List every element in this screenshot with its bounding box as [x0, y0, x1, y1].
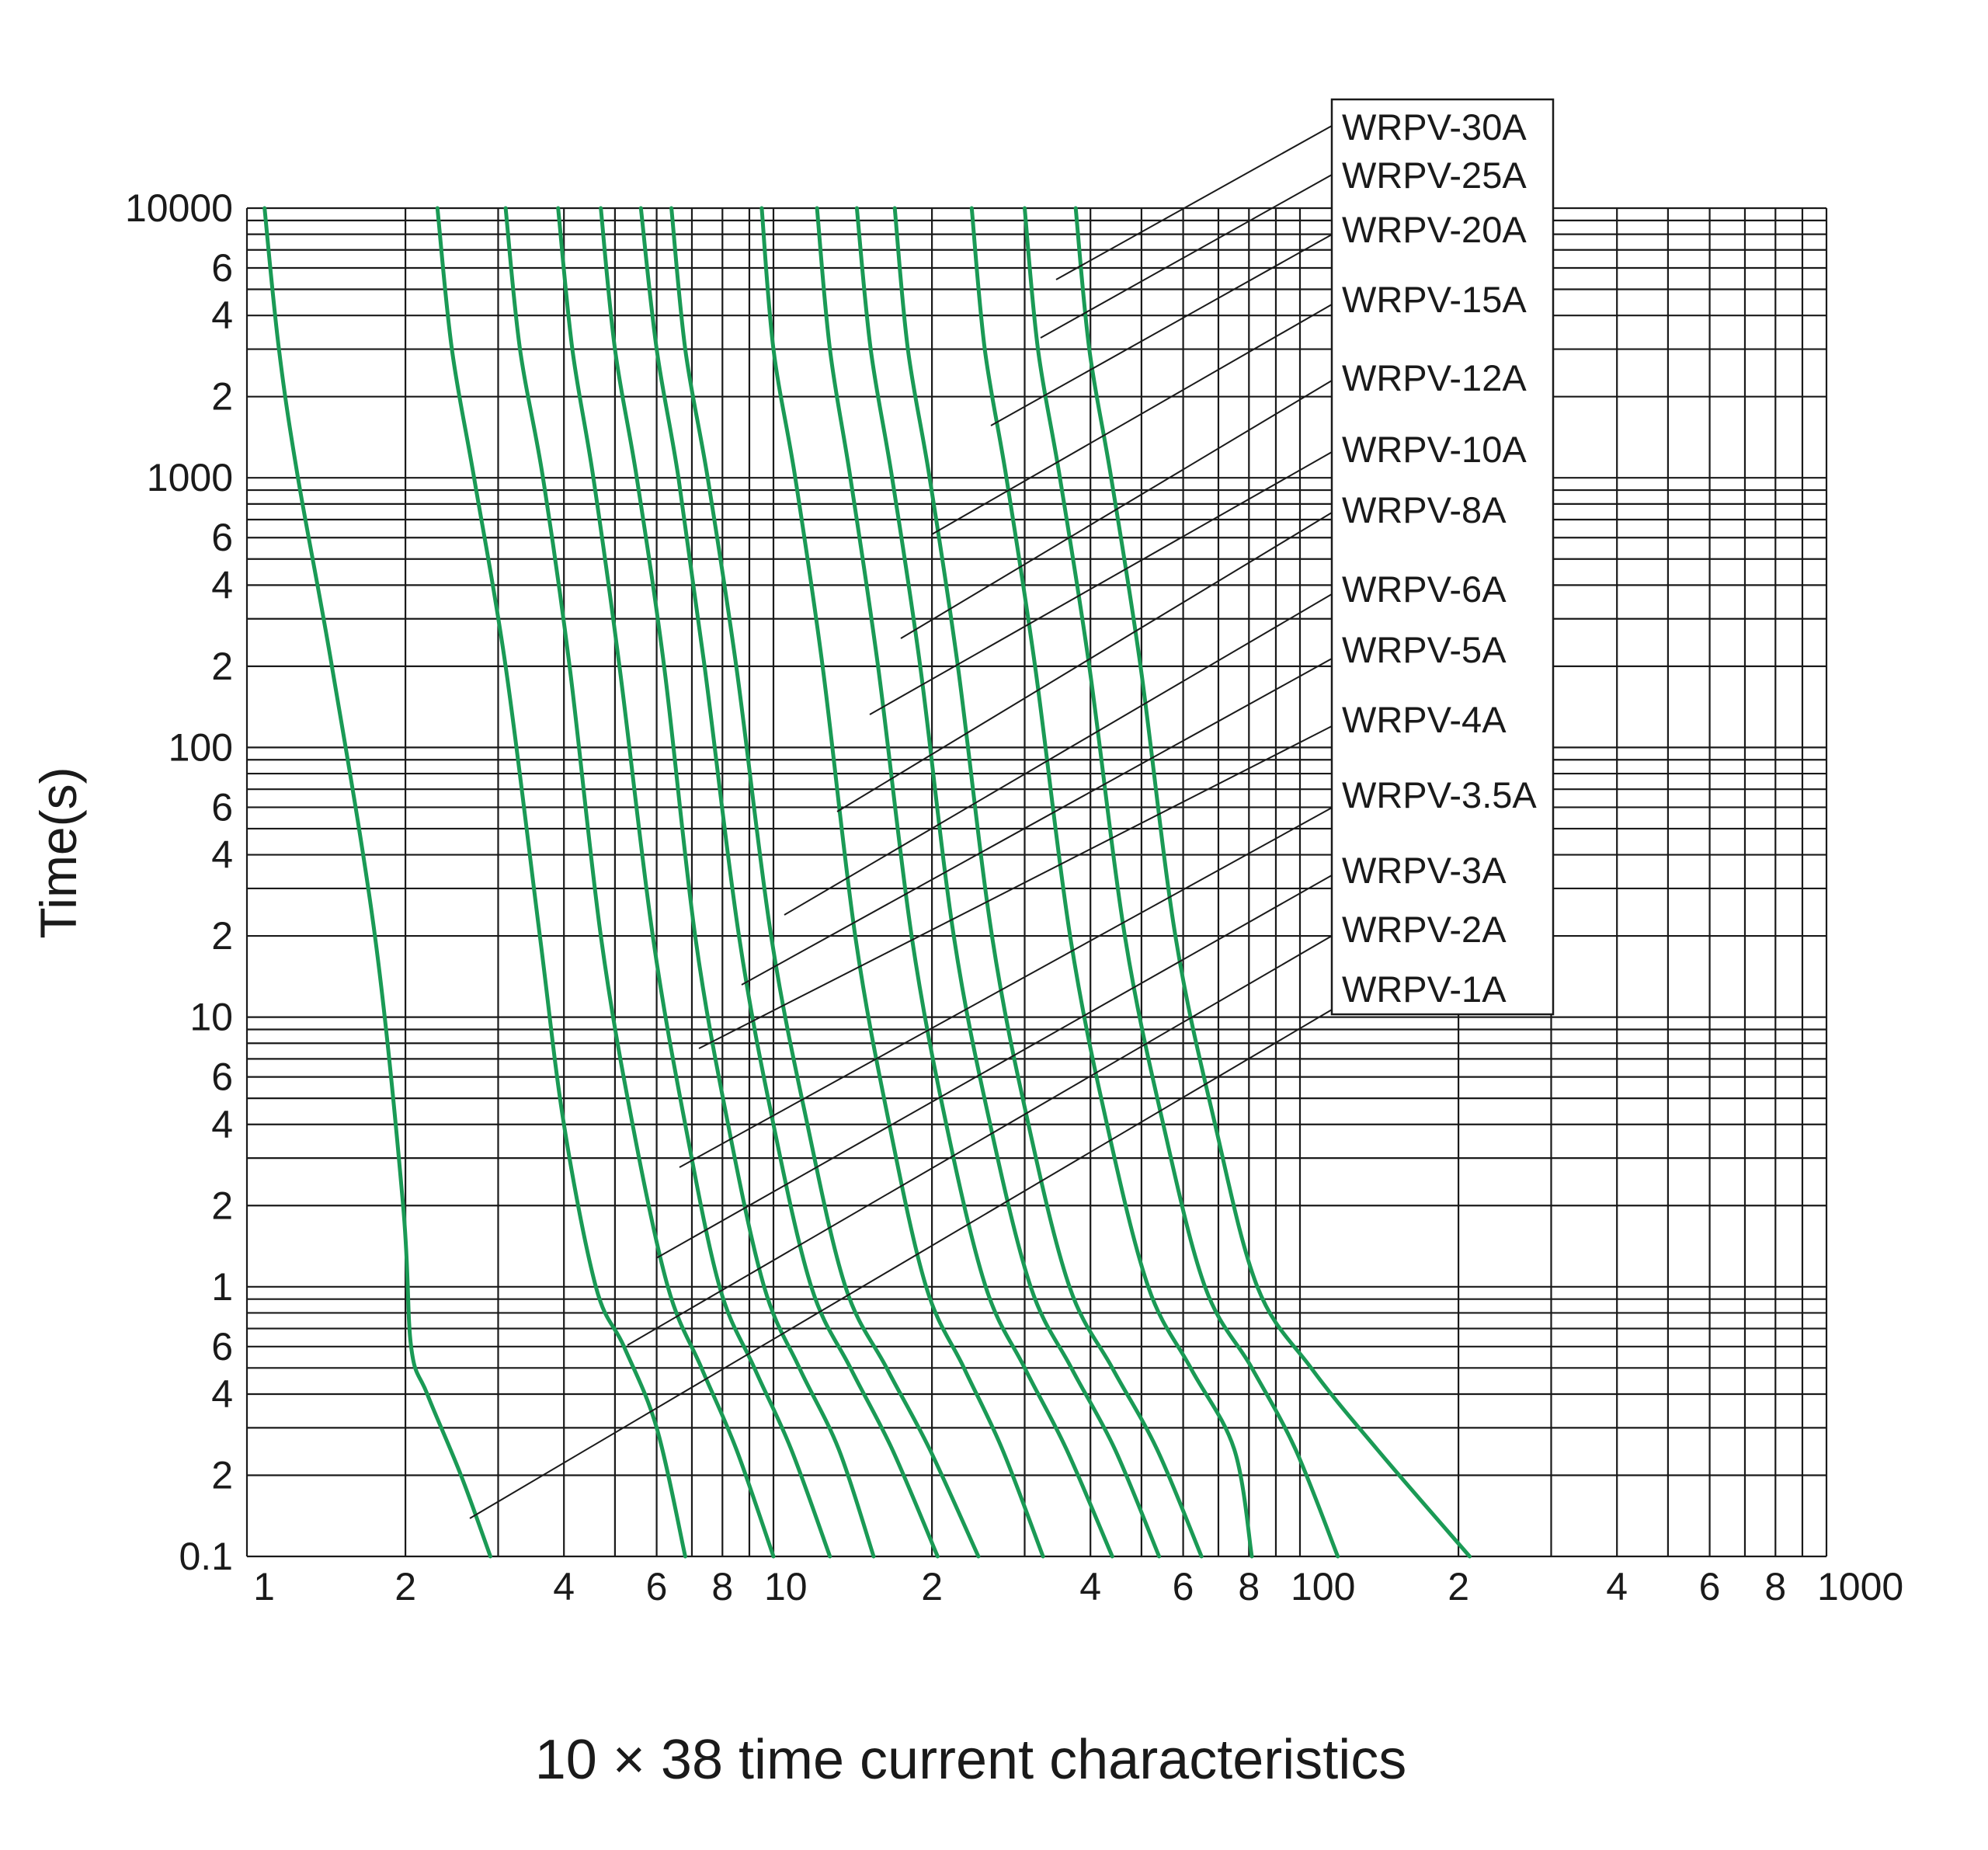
- series-curve-wrpv-3a: [503, 206, 776, 1559]
- series-curve-wrpv-1a: [262, 206, 492, 1559]
- series-curve-wrpv-8a: [759, 206, 1045, 1559]
- legend-leader-line: [469, 1009, 1333, 1519]
- legend-entry: WRPV-25A: [1342, 155, 1527, 196]
- legend-leader-line: [869, 451, 1333, 715]
- y-tick-label: 4: [211, 563, 233, 607]
- y-tick-label: 2: [211, 1184, 233, 1227]
- chart-caption: 10 × 38 time current characteristics: [535, 1729, 1406, 1791]
- series-curve-wrpv-3-5a: [556, 206, 832, 1559]
- y-axis-label: Time(s): [30, 767, 87, 938]
- series-curve-wrpv-30a: [1073, 206, 1472, 1559]
- x-tick-label: 1000: [1817, 1565, 1903, 1608]
- series-curve-wrpv-2a: [435, 206, 687, 1559]
- y-tick-label: 0.1: [179, 1535, 233, 1578]
- y-tick-label: 2: [211, 645, 233, 688]
- x-tick-label: 100: [1291, 1565, 1355, 1608]
- series-curve-wrpv-10a: [815, 206, 1114, 1559]
- y-tick-label: 2: [211, 914, 233, 958]
- series-curve-wrpv-12a: [854, 206, 1162, 1559]
- legend-leader-line: [741, 658, 1333, 986]
- y-tick-label: 2: [211, 1453, 233, 1497]
- legend-leader-line: [784, 593, 1333, 916]
- legend-entry: WRPV-30A: [1342, 106, 1527, 148]
- legend-leader-line: [679, 807, 1333, 1168]
- grid: [245, 207, 1828, 1558]
- legend-box: [1330, 98, 1555, 1016]
- legend: WRPV-30A WRPV-25A WRPV-20A WRPV-15A WRPV-12A…: [1342, 106, 1537, 1010]
- curves: [262, 206, 1472, 1559]
- y-tick-label: 1: [211, 1265, 233, 1309]
- x-tick-label: 4: [553, 1565, 575, 1608]
- x-tick-label: 2: [394, 1565, 416, 1608]
- y-tick-label: 100: [169, 725, 233, 769]
- y-tick-label: 4: [211, 294, 233, 337]
- series-curve-wrpv-15a: [892, 206, 1204, 1559]
- y-tick-label: 6: [211, 1325, 233, 1368]
- legend-leader-line: [655, 875, 1333, 1259]
- x-tick-label: 4: [1606, 1565, 1628, 1608]
- y-tick-label: 6: [211, 246, 233, 290]
- y-tick-label: 4: [211, 1372, 233, 1416]
- legend-leader-line: [1055, 125, 1333, 280]
- legend-leader-line: [627, 935, 1333, 1346]
- x-tick-label: 8: [711, 1565, 733, 1608]
- x-tick-labels: 1 2 4 6 8 10 2 4 6 8 100 2 4 6 8 1000: [253, 1565, 1903, 1608]
- y-tick-label: 4: [211, 1103, 233, 1146]
- y-tick-label: 6: [211, 1055, 233, 1099]
- legend-entry: WRPV-1A: [1342, 968, 1507, 1010]
- legend-entry: WRPV-5A: [1342, 629, 1507, 670]
- x-tick-label: 8: [1764, 1565, 1786, 1608]
- series-curve-wrpv-6a: [669, 206, 981, 1559]
- y-tick-label: 2: [211, 375, 233, 419]
- x-tick-label: 2: [921, 1565, 943, 1608]
- y-tick-label: 6: [211, 785, 233, 829]
- y-tick-label: 10000: [125, 186, 233, 230]
- legend-entry: WRPV-4A: [1342, 699, 1507, 740]
- series-curve-wrpv-4a: [599, 206, 876, 1559]
- x-tick-label: 6: [1173, 1565, 1194, 1608]
- x-tick-label: 1: [253, 1565, 275, 1608]
- legend-entry: WRPV-20A: [1342, 209, 1527, 250]
- x-tick-label: 4: [1079, 1565, 1101, 1608]
- legend-entry: WRPV-12A: [1342, 357, 1527, 398]
- legend-leader-line: [900, 380, 1333, 639]
- legend-leaders: [469, 125, 1333, 1519]
- legend-leader-line: [990, 234, 1333, 426]
- x-tick-label: 6: [1699, 1565, 1721, 1608]
- series-curve-wrpv-25a: [1023, 206, 1340, 1559]
- legend-entry: WRPV-6A: [1342, 569, 1507, 610]
- legend-entry: WRPV-10A: [1342, 429, 1527, 470]
- y-tick-label: 4: [211, 833, 233, 877]
- series-curve-wrpv-20a: [969, 206, 1254, 1559]
- series-curve-wrpv-5a: [638, 206, 940, 1559]
- x-tick-label: 10: [764, 1565, 808, 1608]
- y-tick-label: 10: [189, 996, 233, 1039]
- legend-leader-line: [1040, 174, 1333, 339]
- y-tick-label: 6: [211, 516, 233, 559]
- legend-entry: WRPV-2A: [1342, 909, 1507, 950]
- y-tick-label: 1000: [147, 456, 233, 499]
- legend-leader-line: [931, 304, 1333, 535]
- x-tick-label: 2: [1448, 1565, 1469, 1608]
- legend-entry: WRPV-8A: [1342, 489, 1507, 530]
- legend-entry: WRPV-15A: [1342, 279, 1527, 320]
- legend-entry: WRPV-3.5A: [1342, 774, 1537, 815]
- legend-leader-line: [836, 512, 1333, 812]
- legend-leader-line: [698, 725, 1333, 1049]
- x-tick-label: 8: [1238, 1565, 1260, 1608]
- x-tick-label: 6: [646, 1565, 668, 1608]
- legend-entry: WRPV-3A: [1342, 850, 1507, 891]
